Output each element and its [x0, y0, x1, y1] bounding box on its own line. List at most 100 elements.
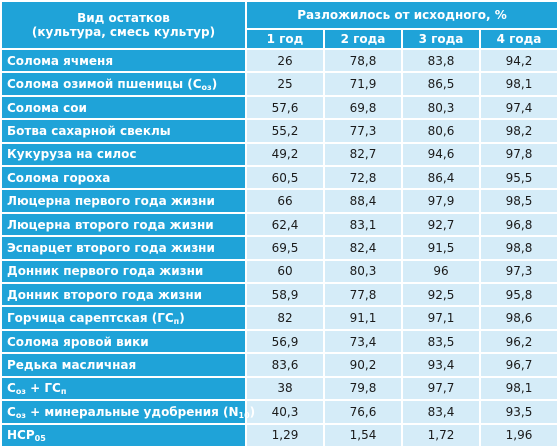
- label-text: Солома ячменя: [7, 53, 114, 68]
- value-cell: 90,2: [323, 352, 403, 378]
- label-subscript: п: [173, 317, 180, 327]
- label-text: Солома яровой вики: [7, 334, 149, 349]
- value-cell: 98,8: [479, 235, 559, 261]
- value-cell: 78,8: [323, 47, 403, 74]
- label-text: Кукуруза на силос: [7, 147, 137, 162]
- value-cell: 97,8: [479, 141, 559, 168]
- value-cell: 83,6: [245, 352, 325, 378]
- value-cell: 94,2: [479, 47, 559, 74]
- value-cell: 97,4: [479, 94, 559, 121]
- value-cell: 98,1: [479, 71, 559, 97]
- table-row: Солома озимой пшеницы (Соз) 25 71,9 86,5 98,…: [0, 71, 559, 97]
- year-header: 3 года: [401, 28, 481, 50]
- table-row: Ботва сахарной свеклы 55,2 77,3 80,6 98,2: [0, 118, 559, 144]
- value-cell: 83,5: [401, 328, 481, 355]
- value-cell: 60,5: [245, 165, 325, 191]
- value-cell: 71,9: [323, 71, 403, 97]
- value-cell: 98,2: [479, 118, 559, 144]
- table-row: Солома яровой вики 56,9 73,4 83,5 96,2: [0, 328, 559, 355]
- table-row: Кукуруза на силос 49,2 82,7 94,6 97,8: [0, 141, 559, 168]
- value-cell: 86,5: [401, 71, 481, 97]
- value-cell: 91,1: [323, 305, 403, 331]
- table-row: Редька масличная 83,6 90,2 93,4 96,7: [0, 352, 559, 378]
- value-cell: 94,6: [401, 141, 481, 168]
- table-row: Донник второго года жизни 58,9 77,8 92,5 95,…: [0, 282, 559, 308]
- row-label: Солома яровой вики: [0, 328, 247, 355]
- value-cell: 1,54: [323, 422, 403, 448]
- table-row: Соз + ГСп 38 79,8 97,7 98,1: [0, 375, 559, 402]
- value-cell: 77,8: [323, 282, 403, 308]
- value-cell: 98,5: [479, 188, 559, 214]
- row-label: Люцерна первого года жизни: [0, 188, 247, 214]
- table-row: Эспарцет второго года жизни 69,5 82,4 91,5 9…: [0, 235, 559, 261]
- label-text: ): [211, 77, 218, 92]
- label-text: Солома сои: [7, 100, 87, 115]
- label-text: + ГС: [25, 381, 61, 396]
- value-cell: 56,9: [245, 328, 325, 355]
- row-label: Эспарцет второго года жизни: [0, 235, 247, 261]
- value-cell: 40,3: [245, 399, 325, 425]
- row-label: НСР05: [0, 422, 247, 448]
- row-label: Солома озимой пшеницы (Соз): [0, 71, 247, 97]
- row-label: Редька масличная: [0, 352, 247, 378]
- value-cell: 58,9: [245, 282, 325, 308]
- label-subscript: 05: [34, 434, 46, 444]
- row-label: Донник второго года жизни: [0, 282, 247, 308]
- value-cell: 72,8: [323, 165, 403, 191]
- row-label: Кукуруза на силос: [0, 141, 247, 168]
- value-cell: 92,7: [401, 211, 481, 238]
- value-cell: 96,8: [479, 211, 559, 238]
- header-line: Вид остатков: [77, 11, 170, 25]
- value-cell: 57,6: [245, 94, 325, 121]
- value-cell: 93,4: [401, 352, 481, 378]
- row-label: Соз + ГСп: [0, 375, 247, 402]
- table-row: Люцерна первого года жизни 66 88,4 97,9 98,5: [0, 188, 559, 214]
- group-header: Разложилось от исходного, %: [245, 0, 559, 30]
- value-cell: 82,7: [323, 141, 403, 168]
- value-cell: 82,4: [323, 235, 403, 261]
- value-cell: 95,8: [479, 282, 559, 308]
- label-text: ): [249, 404, 256, 419]
- table-row: Солома ячменя 26 78,8 83,8 94,2: [0, 47, 559, 74]
- label-text: Люцерна первого года жизни: [7, 194, 215, 209]
- label-text: Донник первого года жизни: [7, 264, 204, 279]
- value-cell: 96: [401, 258, 481, 285]
- value-cell: 96,2: [479, 328, 559, 355]
- row-label: Ботва сахарной свеклы: [0, 118, 247, 144]
- value-cell: 97,7: [401, 375, 481, 402]
- label-subscript: оз: [15, 387, 26, 397]
- label-subscript: 10: [238, 410, 250, 420]
- value-cell: 86,4: [401, 165, 481, 191]
- year-header: 1 год: [245, 28, 325, 50]
- row-label: Солома гороха: [0, 165, 247, 191]
- value-cell: 97,1: [401, 305, 481, 331]
- row-label: Солома сои: [0, 94, 247, 121]
- value-cell: 80,3: [401, 94, 481, 121]
- value-cell: 25: [245, 71, 325, 97]
- value-cell: 38: [245, 375, 325, 402]
- value-cell: 96,7: [479, 352, 559, 378]
- table-row: Солома сои 57,6 69,8 80,3 97,4: [0, 94, 559, 121]
- label-text: Солома озимой пшеницы (С: [7, 77, 202, 92]
- label-subscript: оз: [15, 410, 26, 420]
- label-text: С: [7, 404, 16, 419]
- row-label: Соз + минеральные удобрения (N10): [0, 399, 255, 425]
- row-label: Солома ячменя: [0, 47, 247, 74]
- value-cell: 66: [245, 188, 325, 214]
- row-label: Люцерна второго года жизни: [0, 211, 247, 238]
- table-row: Солома гороха 60,5 72,8 86,4 95,5: [0, 165, 559, 191]
- label-col-header: Вид остатков (культура, смесь культур): [0, 0, 247, 50]
- value-cell: 83,1: [323, 211, 403, 238]
- label-text: Солома гороха: [7, 170, 111, 185]
- value-cell: 1,96: [479, 422, 559, 448]
- label-text: НСР: [7, 428, 35, 443]
- value-cell: 80,3: [323, 258, 403, 285]
- value-cell: 49,2: [245, 141, 325, 168]
- value-cell: 60: [245, 258, 325, 285]
- value-cell: 97,9: [401, 188, 481, 214]
- label-text: Эспарцет второго года жизни: [7, 240, 215, 255]
- label-text: Люцерна второго года жизни: [7, 217, 214, 232]
- label-text: + минеральные удобрения (N: [25, 404, 239, 419]
